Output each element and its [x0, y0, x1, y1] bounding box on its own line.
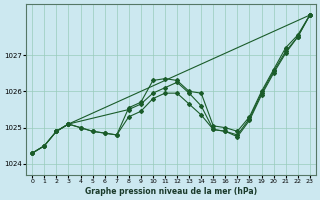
X-axis label: Graphe pression niveau de la mer (hPa): Graphe pression niveau de la mer (hPa) — [85, 187, 257, 196]
